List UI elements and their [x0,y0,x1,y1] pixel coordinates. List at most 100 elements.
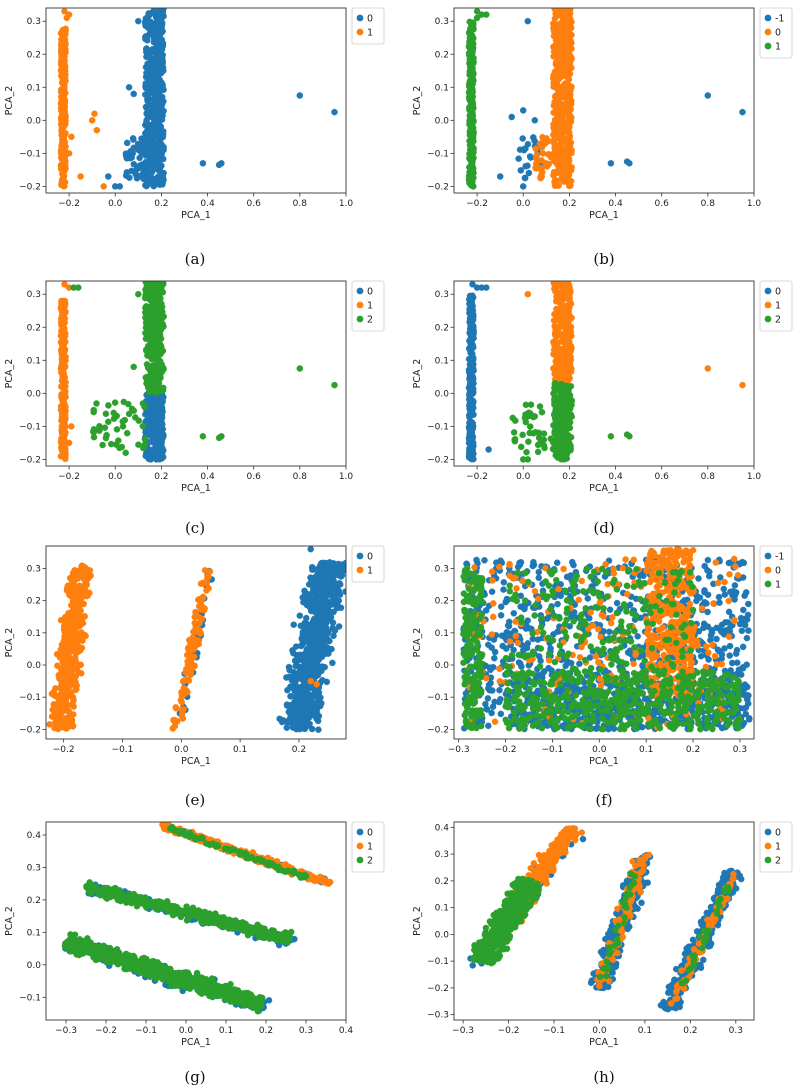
scatter-point [60,406,67,414]
scatter-point [61,161,68,168]
scatter-point [562,344,569,351]
x-tick-label: 0.0 [174,745,189,755]
scatter-point [69,573,76,580]
y-tick-label: 0.2 [27,50,41,60]
scatter-point [566,424,574,432]
scatter-point [551,285,558,292]
scatter-point [158,19,166,27]
scatter-point [72,611,79,618]
y-tick-label: −0.2 [19,182,41,192]
scatter-point [562,82,569,89]
scatter-point [326,637,333,645]
scatter-point [143,305,150,312]
x-tick-label: 0.8 [701,472,716,482]
scatter-point [143,69,150,77]
scatter-point [75,662,83,669]
legend-label: 0 [367,552,373,563]
scatter-point [467,368,475,376]
scatter-point [623,158,631,165]
scatter-point [466,97,474,104]
scatter-point [140,174,148,182]
y-tick-label: 0.3 [27,565,41,575]
scatter-point [556,418,564,426]
scatter-point [143,380,150,387]
scatter-point [530,430,537,437]
scatter-point [63,662,71,669]
scatter-point [82,632,89,640]
scatter-point [276,715,283,723]
scatter-point [469,420,476,427]
x-tick-label: 1.0 [339,199,354,209]
scatter-point [469,47,476,55]
scatter-point [565,61,573,68]
scatter-point [69,700,76,707]
scatter-point [564,412,571,419]
scatter-point [299,663,307,670]
scatter-point [116,183,124,190]
scatter-point [559,14,567,22]
x-tick-label: 0.6 [247,472,262,482]
scatter-point [58,446,66,453]
x-tick-label: 0.4 [608,472,623,482]
scatter-point [745,600,752,608]
scatter-point [329,659,336,667]
scatter-point [554,399,562,407]
scatter-point [559,103,566,111]
scatter-point [553,559,561,566]
scatter-point [485,446,492,453]
y-tick-label: 0.2 [435,50,449,60]
scatter-point [69,645,77,653]
scatter-point [156,411,164,419]
scatter-point [519,183,527,190]
y-axis-label: PCA_2 [4,86,15,116]
scatter-point [470,58,477,65]
scatter-point [57,616,65,624]
scatter-point [50,701,57,708]
scatter-point [48,713,56,720]
scatter-point [105,402,112,409]
y-axis-label: PCA_2 [4,359,15,389]
scatter-point [70,673,78,680]
scatter-point [65,150,73,157]
scatter-point [558,380,565,388]
scatter-point [526,423,534,430]
scatter-point [58,141,66,148]
scatter-point [153,418,161,426]
y-axis-label: PCA_2 [412,359,423,389]
scatter-point [63,14,71,22]
scatter-point [146,347,154,354]
axes-frame [453,7,755,194]
scatter-point [289,647,296,654]
x-tick-label: 0.6 [655,472,670,482]
legend: 01 [351,545,385,583]
scatter-point [93,126,101,134]
scatter-point [123,155,131,162]
legend-label: 2 [775,315,781,326]
scatter-point [469,331,476,339]
scatter-point [538,143,546,151]
scatter-point [191,662,198,670]
scatter-point [307,677,314,685]
scatter-point [201,567,209,574]
scatter-point [469,344,477,351]
scatter-point [324,644,332,652]
scatter-point [144,94,152,101]
scatter-point [148,454,155,462]
legend-marker [764,287,772,295]
scatter-point [142,411,149,418]
legend-marker [356,14,364,22]
scatter-point [148,58,156,65]
scatter-point [316,586,323,593]
scatter-point [310,565,318,573]
scatter-point [63,637,71,644]
scatter-point [291,687,299,695]
scatter-point [62,40,69,48]
scatter-point [70,681,78,688]
scatter-point [335,623,343,630]
scatter-point [83,581,91,588]
scatter-point [65,439,73,447]
scatter-point [466,306,473,313]
x-tick-label: 0.6 [247,199,262,209]
scatter-point [90,426,98,433]
scatter-point [178,712,186,720]
